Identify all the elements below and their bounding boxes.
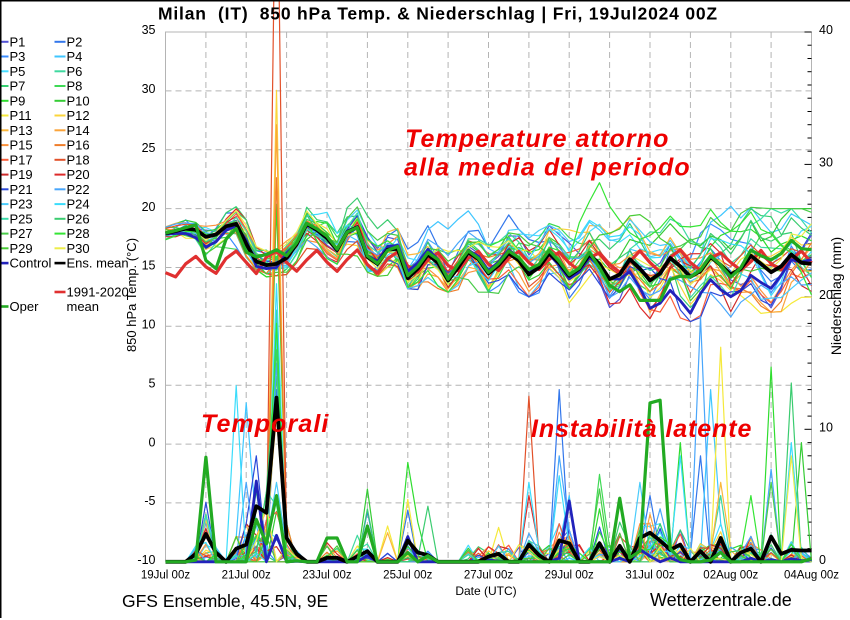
svg-text:P14: P14 [67,123,90,138]
svg-text:P17: P17 [10,152,33,167]
svg-text:P1: P1 [10,34,26,49]
svg-text:P4: P4 [67,49,83,64]
svg-text:20: 20 [142,200,156,214]
svg-text:P20: P20 [67,167,90,182]
svg-text:Control: Control [10,256,52,271]
svg-text:P6: P6 [67,64,83,79]
svg-text:0: 0 [149,435,156,449]
svg-text:alla media del periodo: alla media del periodo [404,154,691,182]
svg-text:19Jul 00z: 19Jul 00z [141,570,190,582]
svg-text:P12: P12 [67,108,90,123]
svg-text:20: 20 [819,288,833,302]
svg-text:21Jul 00z: 21Jul 00z [222,570,271,582]
svg-text:23Jul 00z: 23Jul 00z [302,570,351,582]
svg-text:-10: -10 [137,553,155,567]
svg-text:P21: P21 [10,182,33,197]
svg-text:10: 10 [819,421,833,435]
svg-text:Instabilità latente: Instabilità latente [531,415,752,443]
svg-text:27Jul 00z: 27Jul 00z [464,570,513,582]
svg-text:35: 35 [142,23,156,37]
svg-text:P5: P5 [10,64,26,79]
svg-text:P15: P15 [10,138,33,153]
svg-text:25Jul 00z: 25Jul 00z [383,570,432,582]
svg-text:P29: P29 [10,241,33,256]
svg-text:5: 5 [149,376,156,390]
svg-text:Milan (IT) 850 hPa Temp. & N: Milan (IT) 850 hPa Temp. & Niederschlag … [158,4,718,24]
svg-text:P16: P16 [67,138,90,153]
svg-text:Temperature attorno: Temperature attorno [405,125,669,153]
svg-text:P8: P8 [67,79,83,94]
svg-text:29Jul 00z: 29Jul 00z [545,570,594,582]
svg-text:P22: P22 [67,182,90,197]
svg-text:10: 10 [142,318,156,332]
svg-text:mean: mean [67,299,100,314]
svg-text:Niederschlag (mm): Niederschlag (mm) [828,237,844,355]
svg-text:1991-2020: 1991-2020 [67,285,129,300]
svg-text:P10: P10 [67,93,90,108]
svg-text:GFS Ensemble, 45.5N, 9E: GFS Ensemble, 45.5N, 9E [122,591,328,611]
svg-text:P9: P9 [10,93,26,108]
svg-text:P2: P2 [67,34,83,49]
svg-text:Oper: Oper [10,299,40,314]
svg-text:P25: P25 [10,211,33,226]
svg-text:P11: P11 [10,108,32,123]
svg-text:850 hPa Temp. (°C): 850 hPa Temp. (°C) [124,238,139,352]
svg-text:30: 30 [819,156,833,170]
svg-text:P18: P18 [67,152,90,167]
svg-text:P3: P3 [10,49,26,64]
svg-text:Date (UTC): Date (UTC) [455,584,516,598]
svg-text:0: 0 [819,553,826,567]
svg-text:04Aug 00z: 04Aug 00z [784,570,839,582]
svg-text:Wetterzentrale.de: Wetterzentrale.de [650,590,792,610]
svg-text:P24: P24 [67,197,90,212]
svg-text:30: 30 [142,82,156,96]
svg-text:P27: P27 [10,226,33,241]
svg-text:Temporali: Temporali [201,410,329,438]
svg-text:-5: -5 [144,494,155,508]
svg-text:25: 25 [142,141,156,155]
svg-text:P23: P23 [10,197,33,212]
svg-text:15: 15 [142,259,156,273]
svg-text:02Aug 00z: 02Aug 00z [703,570,758,582]
svg-text:P7: P7 [10,79,26,94]
svg-text:31Jul 00z: 31Jul 00z [625,570,674,582]
svg-text:40: 40 [819,23,833,37]
svg-text:P28: P28 [67,226,90,241]
svg-text:Ens. mean: Ens. mean [67,256,129,271]
svg-text:P30: P30 [67,241,90,256]
svg-text:P19: P19 [10,167,33,182]
svg-text:P13: P13 [10,123,33,138]
svg-text:P26: P26 [67,211,90,226]
